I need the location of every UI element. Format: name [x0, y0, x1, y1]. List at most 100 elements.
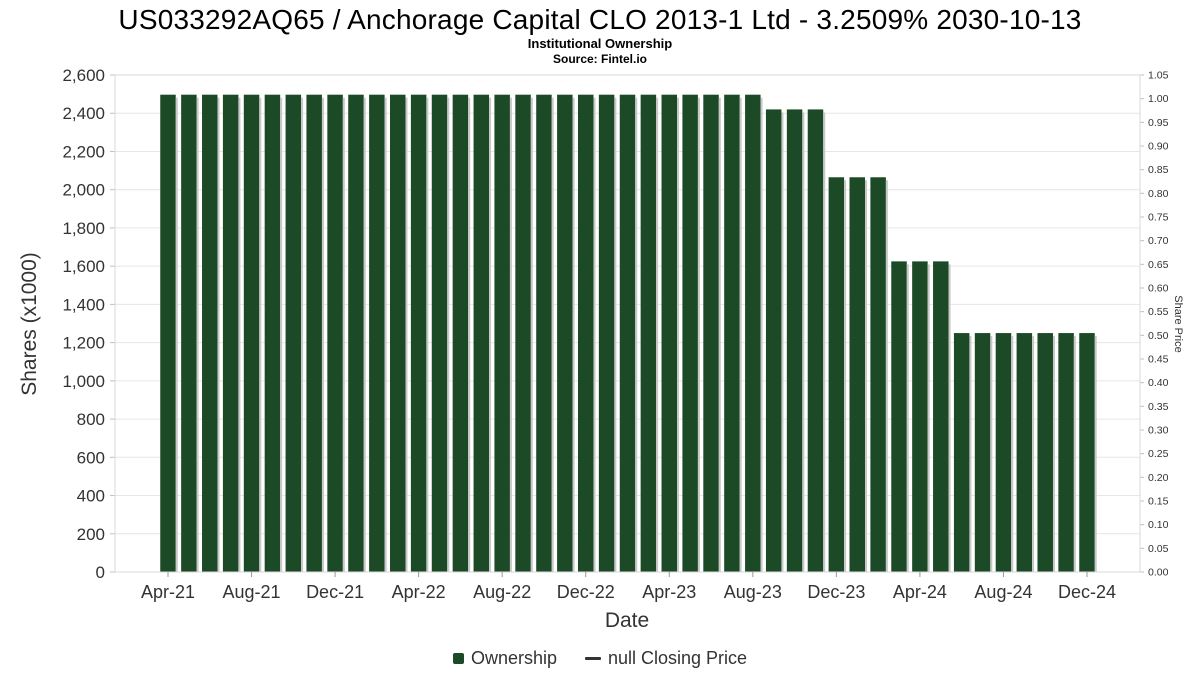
ownership-bar[interactable] — [619, 94, 636, 572]
ownership-bar[interactable] — [870, 177, 886, 572]
ownership-bar[interactable] — [682, 94, 698, 572]
ownership-bar-shadow — [426, 97, 429, 572]
ownership-bar[interactable] — [912, 261, 928, 573]
x-axis-tick-label: Aug-22 — [473, 582, 531, 602]
x-axis-tick-label: Dec-23 — [807, 582, 865, 602]
ownership-bar[interactable] — [577, 94, 594, 572]
ownership-bar[interactable] — [285, 94, 302, 572]
ownership-bar[interactable] — [891, 261, 907, 573]
chart-source: Source: Fintel.io — [552, 52, 647, 66]
ownership-bar-shadow — [677, 97, 680, 572]
ownership-bar[interactable] — [786, 109, 803, 572]
ownership-bar[interactable] — [243, 94, 260, 572]
chart-subtitle: Institutional Ownership — [527, 36, 673, 51]
ownership-bar[interactable] — [1016, 333, 1033, 572]
ownership-bar[interactable] — [640, 94, 657, 572]
ownership-bar[interactable] — [390, 94, 406, 572]
ownership-bar[interactable] — [598, 94, 615, 572]
ownership-bar[interactable] — [1079, 333, 1095, 572]
ownership-bar[interactable] — [327, 94, 343, 572]
ownership-bar-shadow — [1011, 336, 1014, 572]
ownership-bar[interactable] — [181, 94, 197, 572]
left-axis-tick-label: 1,400 — [62, 295, 105, 314]
ownership-bar[interactable] — [202, 94, 218, 572]
right-axis-tick-label: 0.10 — [1148, 519, 1169, 531]
ownership-bar[interactable] — [974, 333, 991, 572]
ownership-bar[interactable] — [703, 94, 719, 572]
right-axis-title: Share Price — [1172, 295, 1184, 353]
right-axis-tick-label: 0.75 — [1148, 212, 1169, 224]
ownership-bar[interactable] — [1058, 333, 1074, 572]
ownership-bar-shadow — [593, 97, 596, 572]
ownership-bar[interactable] — [995, 333, 1012, 572]
ownership-bar[interactable] — [160, 94, 176, 572]
ownership-bar[interactable] — [557, 94, 573, 572]
ownership-bar[interactable] — [724, 94, 740, 572]
right-axis-tick-label: 0.80 — [1148, 188, 1169, 200]
ownership-bar-shadow — [760, 97, 763, 572]
ownership-bar[interactable] — [661, 94, 678, 572]
legend-item-ownership[interactable]: Ownership — [452, 648, 557, 669]
ownership-bar-shadow — [572, 97, 575, 572]
left-axis-tick-label: 2,400 — [62, 104, 105, 123]
ownership-bar[interactable] — [452, 94, 469, 572]
right-axis-tick-label: 0.90 — [1148, 141, 1169, 153]
left-axis-tick-label: 600 — [77, 448, 105, 467]
ownership-bar[interactable] — [473, 94, 490, 572]
ownership-bar-shadow — [885, 180, 888, 572]
ownership-bar[interactable] — [494, 94, 510, 572]
left-axis-tick-label: 1,200 — [62, 334, 105, 353]
ownership-bar-shadow — [489, 97, 492, 572]
left-axis-tick-label: 2,000 — [62, 181, 105, 200]
ownership-bar-shadow — [530, 97, 533, 572]
right-axis-tick-label: 0.00 — [1148, 567, 1169, 579]
ownership-bar-shadow — [509, 97, 512, 572]
ownership-bar-shadow — [238, 97, 241, 572]
ownership-bar-shadow — [342, 97, 345, 572]
right-axis-tick-label: 0.50 — [1148, 330, 1169, 342]
ownership-bar[interactable] — [807, 109, 824, 572]
right-axis-tick-label: 1.00 — [1148, 93, 1169, 105]
ownership-bar-shadow — [468, 97, 471, 572]
x-axis-tick-label: Apr-22 — [392, 582, 446, 602]
legend-closing-price-label: null Closing Price — [607, 648, 748, 668]
ownership-bar-shadow — [301, 97, 304, 572]
ownership-bar[interactable] — [348, 94, 364, 572]
ownership-bar[interactable] — [536, 94, 552, 572]
left-axis-tick-label: 1,800 — [62, 219, 105, 238]
ownership-bar[interactable] — [1037, 333, 1053, 572]
right-axis-tick-label: 0.70 — [1148, 235, 1169, 247]
ownership-bar-shadow — [447, 97, 450, 572]
ownership-bar[interactable] — [849, 177, 866, 572]
ownership-swatch-icon — [452, 653, 464, 664]
ownership-bar-shadow — [405, 97, 408, 572]
x-axis-tick-label: Apr-23 — [642, 582, 696, 602]
ownership-bar[interactable] — [953, 333, 970, 572]
ownership-bar[interactable] — [369, 94, 385, 572]
ownership-bar-shadow — [990, 336, 993, 572]
ownership-bar-shadow — [635, 97, 638, 572]
left-axis-tick-label: 400 — [77, 487, 105, 506]
ownership-bar[interactable] — [515, 94, 531, 572]
ownership-bar-shadow — [217, 97, 220, 572]
ownership-bar[interactable] — [264, 94, 281, 572]
ownership-bar[interactable] — [745, 94, 761, 572]
ownership-bar-shadow — [844, 180, 847, 572]
x-axis-tick-label: Aug-23 — [724, 582, 782, 602]
ownership-bar[interactable] — [765, 109, 782, 572]
ownership-bar[interactable] — [431, 94, 448, 572]
ownership-bar-shadow — [823, 112, 826, 572]
left-axis-tick-label: 2,600 — [62, 66, 105, 85]
ownership-bar-shadow — [196, 97, 199, 572]
ownership-bar-shadow — [384, 97, 387, 572]
ownership-bar[interactable] — [410, 94, 427, 572]
ownership-bar[interactable] — [222, 94, 239, 572]
ownership-bar[interactable] — [933, 261, 949, 573]
right-axis-tick-label: 0.60 — [1148, 283, 1169, 295]
ownership-bar-shadow — [1094, 336, 1097, 572]
x-axis-tick-label: Dec-24 — [1058, 582, 1116, 602]
legend-item-closing-price[interactable]: null Closing Price — [584, 648, 748, 669]
ownership-bar[interactable] — [306, 94, 322, 572]
ownership-bar[interactable] — [828, 177, 845, 572]
